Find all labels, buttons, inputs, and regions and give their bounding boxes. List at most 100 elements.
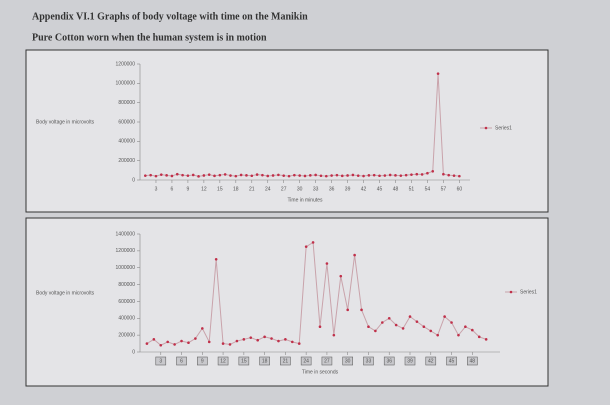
data-point [442, 172, 445, 176]
y-tick-label: 600000 [118, 299, 135, 305]
data-point [378, 174, 381, 178]
data-point [242, 338, 246, 341]
data-point [152, 338, 156, 341]
x-tick-label: 27 [281, 186, 287, 192]
y-axis-label: Body voltage in microvolts [36, 290, 95, 296]
y-tick-label: 1200000 [116, 248, 136, 254]
data-point [229, 174, 232, 177]
data-point [165, 174, 168, 177]
x-tick-label: 45 [377, 186, 383, 192]
data-point [332, 333, 336, 337]
data-point [159, 343, 163, 347]
data-point [194, 337, 197, 340]
data-point [324, 174, 328, 178]
x-tick-label: 39 [345, 186, 351, 192]
data-point [187, 341, 190, 345]
y-axis-label: Body voltage in microvolts [36, 119, 95, 125]
legend-marker [484, 126, 488, 130]
data-point [173, 343, 176, 346]
data-point [287, 174, 291, 178]
data-point [180, 339, 183, 343]
data-point [277, 173, 280, 177]
y-tick-label: 600000 [118, 119, 135, 125]
data-point [270, 337, 273, 340]
data-point [458, 174, 461, 178]
x-tick-box [383, 356, 395, 366]
data-point [218, 173, 222, 177]
subheading: Pure Cotton worn when the human system i… [32, 32, 267, 43]
y-tick-label: 800000 [118, 282, 135, 288]
x-tick-label: 51 [409, 186, 415, 192]
data-point [170, 174, 174, 178]
x-tick-box [217, 356, 229, 366]
y-tick-label: 400000 [118, 139, 135, 145]
data-point [250, 174, 254, 178]
data-point [214, 257, 218, 261]
data-point [277, 339, 280, 343]
data-point [408, 315, 412, 318]
data-point [431, 170, 435, 173]
legend-marker [509, 290, 513, 294]
data-point [213, 174, 216, 178]
data-point [175, 172, 179, 176]
data-point [447, 173, 451, 177]
x-tick-label: 45 [449, 358, 455, 364]
y-tick-label: 0 [132, 177, 135, 183]
data-point [314, 173, 317, 177]
data-point [429, 329, 433, 333]
data-point [186, 174, 190, 177]
x-tick-label: 21 [249, 186, 255, 192]
x-tick-box [300, 356, 312, 366]
data-point [239, 173, 243, 177]
x-tick-label: 9 [201, 358, 204, 364]
data-point [436, 72, 440, 75]
data-point [401, 327, 405, 330]
data-point [318, 325, 322, 329]
data-point [415, 172, 419, 176]
data-point [330, 174, 333, 177]
data-point [291, 340, 294, 344]
x-tick-box [425, 356, 437, 366]
x-tick-label: 48 [393, 186, 399, 192]
x-tick-label: 24 [265, 186, 271, 192]
data-point [309, 174, 312, 177]
x-tick-box [467, 356, 478, 366]
y-tick-label: 1000000 [116, 81, 136, 87]
data-point [245, 174, 248, 177]
data-point [159, 173, 163, 176]
y-tick-label: 200000 [118, 332, 135, 338]
data-point [356, 174, 360, 177]
data-point [303, 174, 307, 178]
x-tick-label: 9 [187, 186, 190, 192]
data-point [362, 174, 365, 178]
data-point [452, 174, 456, 177]
y-tick-label: 200000 [118, 158, 135, 164]
x-tick-box [259, 356, 270, 366]
data-point [436, 333, 439, 337]
x-tick-label: 39 [407, 358, 413, 364]
x-tick-box [280, 356, 291, 366]
x-tick-label: 6 [180, 358, 183, 364]
data-point [234, 174, 238, 178]
x-tick-box [155, 356, 167, 366]
data-point [261, 173, 264, 177]
data-point [249, 336, 253, 339]
x-tick-label: 57 [441, 186, 447, 192]
x-tick-box [363, 356, 374, 366]
data-point [484, 338, 488, 341]
data-point [426, 171, 429, 175]
legend-label: Series1 [520, 289, 537, 295]
data-point [271, 174, 275, 177]
heading: Appendix VI.1 Graphs of body voltage wit… [32, 11, 308, 22]
x-tick-label: 6 [171, 186, 174, 192]
data-point [221, 342, 225, 345]
data-point [144, 174, 147, 177]
x-tick-label: 18 [262, 358, 268, 364]
x-tick-label: 3 [159, 358, 162, 364]
data-point [374, 329, 377, 333]
x-tick-label: 15 [217, 186, 223, 192]
data-point [284, 338, 287, 341]
data-point [420, 173, 424, 176]
data-point [191, 173, 195, 177]
data-point [297, 342, 301, 345]
